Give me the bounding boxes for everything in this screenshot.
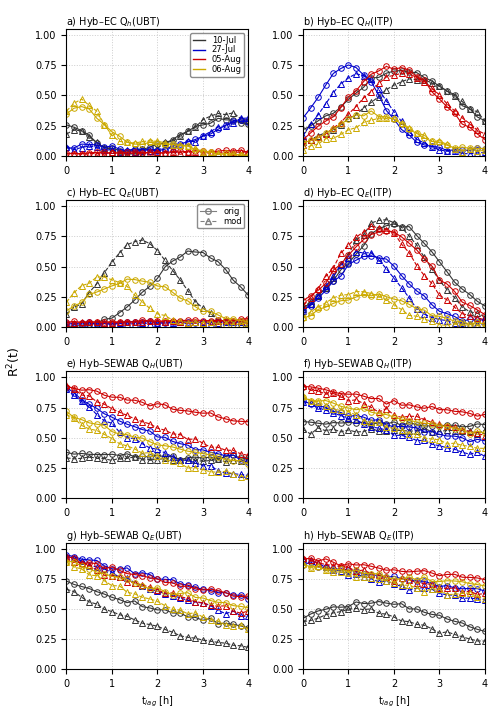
Text: g) Hyb–SEWAB Q$_E$(UBT): g) Hyb–SEWAB Q$_E$(UBT) xyxy=(66,529,183,542)
X-axis label: t$_{lag}$ [h]: t$_{lag}$ [h] xyxy=(141,694,174,709)
Text: a) Hyb–EC Q$_h$(UBT): a) Hyb–EC Q$_h$(UBT) xyxy=(66,15,160,29)
Text: R$^2$(t): R$^2$(t) xyxy=(5,347,23,377)
Text: d) Hyb–EC Q$_E$(ITP): d) Hyb–EC Q$_E$(ITP) xyxy=(303,186,392,200)
Text: c) Hyb–EC Q$_E$(UBT): c) Hyb–EC Q$_E$(UBT) xyxy=(66,186,160,200)
Legend: 10-Jul, 27-Jul, 05-Aug, 06-Aug: 10-Jul, 27-Jul, 05-Aug, 06-Aug xyxy=(190,33,244,77)
Text: f) Hyb–SEWAB Q$_H$(ITP): f) Hyb–SEWAB Q$_H$(ITP) xyxy=(303,358,412,371)
Text: h) Hyb–SEWAB Q$_E$(ITP): h) Hyb–SEWAB Q$_E$(ITP) xyxy=(303,529,414,542)
Text: b) Hyb–EC Q$_H$(ITP): b) Hyb–EC Q$_H$(ITP) xyxy=(303,15,393,29)
Text: e) Hyb–SEWAB Q$_H$(UBT): e) Hyb–SEWAB Q$_H$(UBT) xyxy=(66,358,184,371)
X-axis label: t$_{lag}$ [h]: t$_{lag}$ [h] xyxy=(378,694,410,709)
Legend: orig, mod: orig, mod xyxy=(197,204,244,228)
